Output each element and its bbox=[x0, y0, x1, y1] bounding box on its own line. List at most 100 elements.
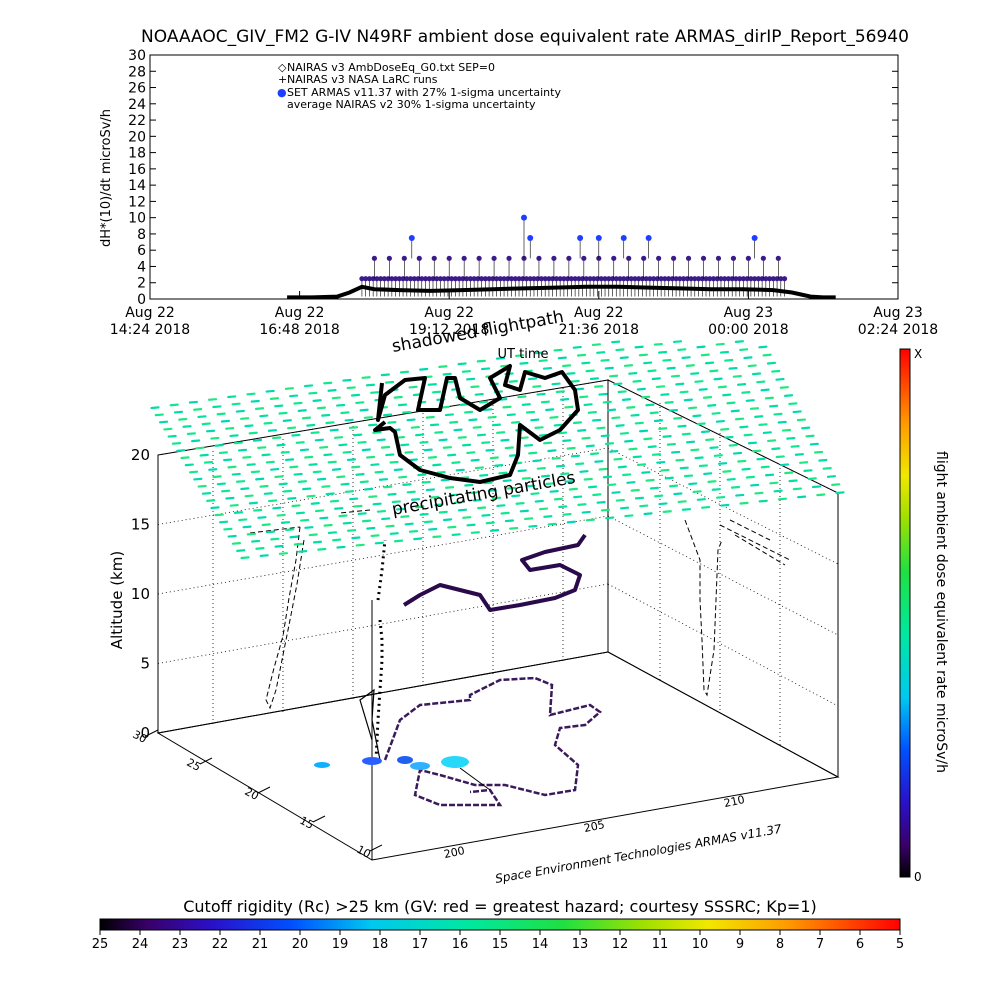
particle-mark bbox=[338, 443, 348, 447]
particle-mark bbox=[685, 440, 696, 444]
particle-mark bbox=[248, 501, 258, 505]
particle-mark bbox=[227, 534, 237, 538]
armas-point bbox=[411, 276, 417, 282]
particle-mark bbox=[523, 444, 534, 447]
rigidity-tick-label: 19 bbox=[332, 937, 349, 952]
armas-point bbox=[740, 276, 747, 282]
particle-mark bbox=[649, 411, 659, 415]
particle-mark bbox=[351, 536, 361, 540]
particle-mark bbox=[805, 434, 815, 438]
particle-mark bbox=[154, 413, 164, 417]
particle-mark bbox=[372, 502, 382, 506]
armas-point bbox=[632, 276, 638, 282]
particle-mark bbox=[248, 431, 258, 435]
particle-mark bbox=[327, 460, 337, 464]
particle-mark bbox=[308, 533, 318, 537]
particle-mark bbox=[628, 447, 638, 451]
particle-mark bbox=[605, 516, 615, 520]
particle-mark bbox=[557, 431, 568, 435]
particle-mark bbox=[427, 456, 438, 459]
particle-mark bbox=[728, 443, 738, 447]
particle-mark bbox=[380, 445, 391, 449]
armas-point bbox=[778, 276, 784, 282]
lat-tick-mark bbox=[257, 786, 271, 794]
particle-mark bbox=[720, 503, 730, 507]
particle-mark bbox=[282, 419, 292, 422]
particle-mark bbox=[466, 523, 476, 527]
particle-mark bbox=[741, 391, 751, 394]
particle-mark bbox=[357, 512, 367, 515]
particle-mark bbox=[242, 525, 252, 529]
particle-mark bbox=[570, 379, 580, 383]
armas-point bbox=[572, 276, 578, 282]
armas-point bbox=[722, 276, 728, 282]
particle-mark bbox=[608, 374, 619, 378]
particle-mark bbox=[607, 483, 617, 487]
particle-mark bbox=[600, 508, 610, 512]
armas-peak-point bbox=[577, 235, 584, 241]
armas-point bbox=[389, 276, 395, 282]
particle-mark bbox=[470, 458, 480, 462]
particle-mark bbox=[188, 470, 199, 474]
particle-mark bbox=[728, 366, 738, 370]
particle-mark bbox=[212, 405, 222, 409]
particle-mark bbox=[758, 423, 768, 426]
particle-mark bbox=[289, 535, 299, 539]
armas-point bbox=[641, 255, 647, 261]
particle-mark bbox=[278, 411, 288, 415]
particle-mark bbox=[510, 421, 521, 424]
armas-point bbox=[673, 276, 679, 282]
nairas-baseline-line bbox=[287, 284, 836, 300]
particle-mark bbox=[660, 393, 670, 396]
particle-mark bbox=[457, 508, 468, 512]
particle-mark bbox=[517, 469, 527, 473]
particle-mark bbox=[428, 527, 438, 531]
particle-mark bbox=[628, 372, 638, 375]
particle-mark bbox=[325, 492, 335, 496]
particle-mark bbox=[312, 399, 322, 402]
particle-mark bbox=[278, 482, 288, 486]
lon-tick-label: 210 bbox=[723, 793, 746, 810]
particle-mark bbox=[751, 372, 762, 376]
particle-mark bbox=[543, 515, 553, 518]
particle-mark bbox=[357, 440, 367, 444]
particle-mark bbox=[739, 501, 749, 505]
particle-mark bbox=[713, 377, 723, 381]
particle-mark bbox=[353, 433, 363, 437]
particle-mark bbox=[577, 503, 587, 506]
armas-point bbox=[621, 276, 627, 282]
particle-mark bbox=[756, 380, 766, 384]
rigidity-tick-label: 24 bbox=[132, 937, 149, 952]
particle-mark bbox=[355, 473, 365, 476]
particle-mark bbox=[319, 516, 329, 520]
particle-mark bbox=[363, 487, 374, 491]
particle-mark bbox=[811, 485, 822, 489]
particle-mark bbox=[267, 499, 278, 503]
particle-mark bbox=[792, 410, 802, 414]
particle-mark bbox=[229, 434, 239, 438]
particle-mark bbox=[286, 426, 297, 430]
particle-mark bbox=[572, 421, 583, 425]
armas-point bbox=[538, 276, 545, 282]
particle-mark bbox=[540, 400, 550, 404]
y-tick-label: 30 bbox=[128, 48, 146, 64]
particle-mark bbox=[163, 427, 173, 431]
particle-mark bbox=[602, 475, 613, 479]
particle-mark bbox=[775, 455, 785, 459]
particle-mark bbox=[790, 445, 800, 448]
particle-mark bbox=[707, 404, 717, 407]
y-tick-label: 0 bbox=[137, 292, 146, 308]
dose-colorbar-max: X bbox=[914, 347, 922, 361]
particle-mark bbox=[184, 463, 194, 467]
z-gridline-back bbox=[157, 651, 609, 734]
particle-mark bbox=[632, 379, 642, 383]
particle-mark bbox=[374, 541, 384, 545]
particle-mark bbox=[250, 470, 261, 474]
armas-point bbox=[626, 255, 632, 261]
particle-mark bbox=[813, 450, 824, 454]
particle-mark bbox=[276, 513, 286, 517]
particle-mark bbox=[662, 435, 672, 438]
particle-mark bbox=[585, 444, 595, 448]
particle-mark bbox=[423, 520, 433, 524]
